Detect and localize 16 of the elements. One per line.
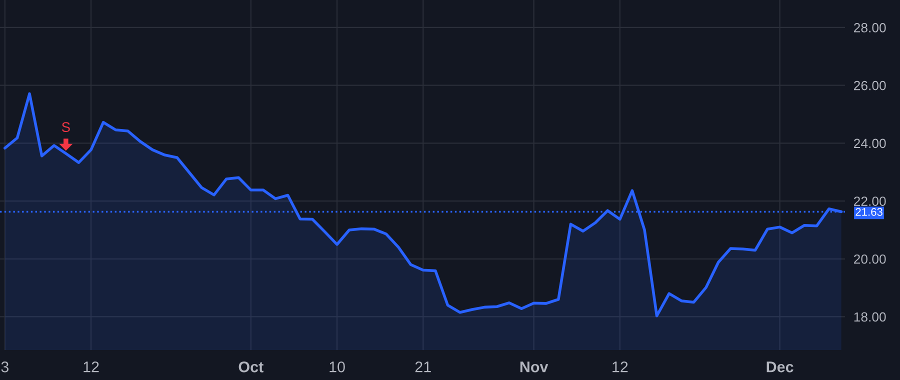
x-tick-label: Nov [520, 362, 548, 372]
y-tick-label: 18.00 [854, 312, 886, 322]
annotation: S [62, 122, 70, 132]
y-tick-label: 24.00 [854, 138, 886, 148]
y-tick-label: 28.00 [854, 23, 886, 32]
y-tick-label: 22.00 [854, 196, 886, 206]
x-tick-label: 12 [84, 362, 99, 372]
x-tick-label: 10 [330, 362, 345, 372]
y-tick-label: 26.00 [854, 80, 886, 90]
x-tick-label: 21 [415, 362, 431, 372]
x-tick-label: Dec [766, 362, 794, 372]
x-tick-label: 12 [612, 362, 628, 372]
x-tick-label: 3 [1, 362, 8, 372]
ref-line-label: 21.63 [856, 208, 882, 216]
x-tick-label: Oct [238, 362, 264, 372]
y-tick-label: 20.00 [854, 254, 886, 264]
